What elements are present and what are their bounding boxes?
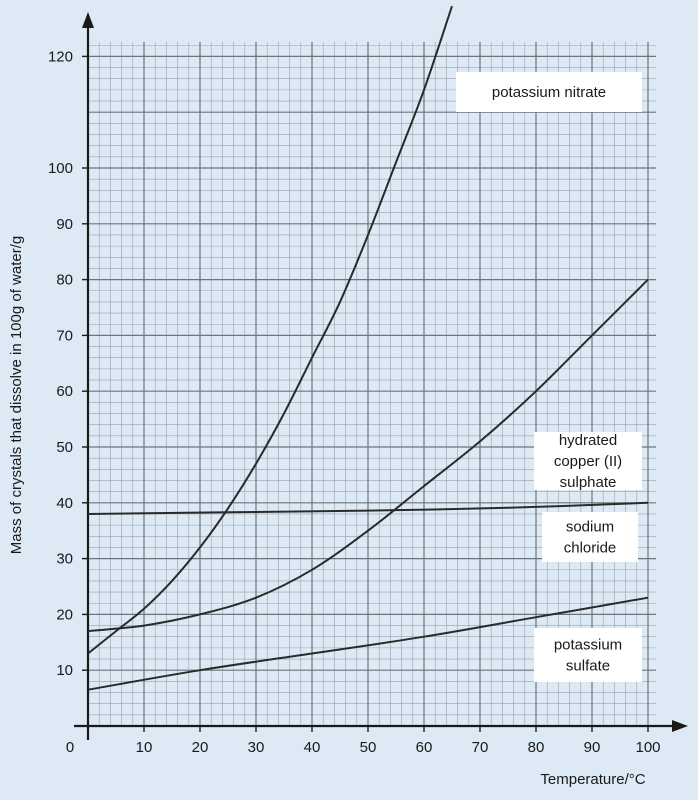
x-tick-label: 100 xyxy=(635,739,660,756)
solubility-curves xyxy=(87,5,649,691)
label-sodium-chloride: sodium chloride xyxy=(542,512,638,562)
y-tick-label: 30 xyxy=(56,551,73,568)
label-line: chloride xyxy=(564,540,617,557)
curve-potassium-nitrate xyxy=(87,5,453,655)
x-tick-label: 20 xyxy=(192,739,209,756)
label-box xyxy=(456,72,642,112)
curve-potassium-sulfate xyxy=(87,596,649,691)
label-potassium-sulfate: potassium sulfate xyxy=(534,628,642,682)
label-line: copper (II) xyxy=(554,453,622,470)
label-box xyxy=(542,512,638,562)
y-tick-label: 20 xyxy=(56,606,73,623)
x-tick-label: 10 xyxy=(136,739,153,756)
x-axis-arrow xyxy=(672,720,688,732)
y-tick-label: 80 xyxy=(56,272,73,289)
label-potassium-nitrate: potassium nitrate xyxy=(456,72,642,112)
y-axis-arrow xyxy=(82,12,94,28)
x-axis-title: Temperature/°C xyxy=(540,771,645,788)
y-tick-label: 50 xyxy=(56,439,73,456)
curve-labels: potassium nitrate hydrated copper (II) sulp… xyxy=(456,72,642,682)
y-tick-label: 40 xyxy=(56,495,73,512)
label-line: hydrated xyxy=(559,432,617,449)
x-tick-label: 40 xyxy=(304,739,321,756)
x-tick-label: 70 xyxy=(472,739,489,756)
y-tick-label: 100 xyxy=(48,160,73,177)
x-tick-label: 50 xyxy=(360,739,377,756)
label-copper-sulphate: hydrated copper (II) sulphate xyxy=(534,432,642,491)
tick-labels: 10 20 30 40 50 60 70 80 90 100 10 20 30 40 50 60 70 80 90 1… xyxy=(48,48,661,756)
label-box xyxy=(534,628,642,682)
label-line: potassium xyxy=(554,637,622,654)
x-tick-label: 90 xyxy=(584,739,601,756)
y-tick-label: 90 xyxy=(56,216,73,233)
y-tick-label: 10 xyxy=(56,662,73,679)
axes xyxy=(74,12,688,740)
label-line: sulfate xyxy=(566,658,610,675)
label-line: sodium xyxy=(566,519,614,536)
curve-copper-sulphate xyxy=(87,278,649,633)
curve-sodium-chloride xyxy=(87,501,649,515)
label-box xyxy=(534,432,642,490)
x-tick-label: 60 xyxy=(416,739,433,756)
x-tick-label: 80 xyxy=(528,739,545,756)
label-line: potassium nitrate xyxy=(492,84,606,101)
y-tick-label: 120 xyxy=(48,48,73,65)
y-tick-label: 60 xyxy=(56,383,73,400)
x-tick-label: 30 xyxy=(248,739,265,756)
y-tick-label: 70 xyxy=(56,327,73,344)
origin-label: 0 xyxy=(66,739,74,756)
label-line: sulphate xyxy=(560,474,617,491)
y-axis-title: Mass of crystals that dissolve in 100g o… xyxy=(8,236,25,554)
